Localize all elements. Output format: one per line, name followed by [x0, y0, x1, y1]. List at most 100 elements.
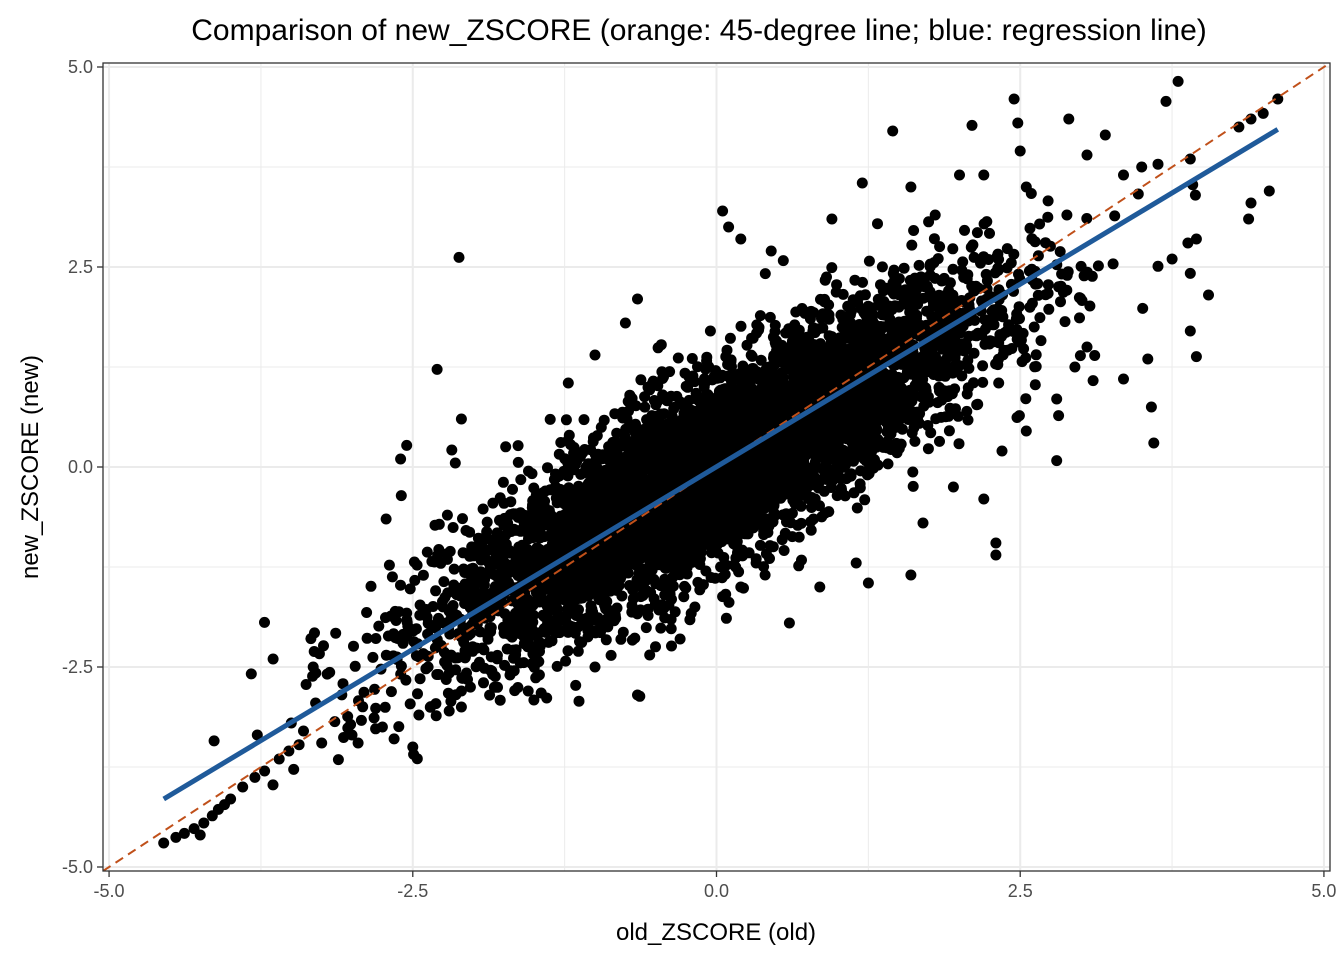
scatter-point [481, 516, 493, 528]
scatter-point [609, 408, 621, 420]
scatter-point [1001, 243, 1013, 255]
scatter-point [978, 218, 990, 230]
scatter-point [338, 732, 350, 743]
scatter-point [971, 227, 983, 239]
scatter-point [984, 227, 995, 239]
scatter-point [934, 435, 945, 447]
scatter-point [546, 635, 558, 647]
scatter-point [1026, 297, 1038, 309]
scatter-point [532, 670, 544, 681]
scatter-point [389, 605, 401, 617]
scatter-point [1054, 246, 1066, 258]
scatter-point [355, 714, 367, 726]
scatter-point [472, 532, 484, 544]
scatter-point [573, 695, 585, 707]
scatter-point [938, 272, 950, 284]
scatter-point [409, 574, 421, 586]
scatter-point [388, 733, 400, 745]
scatter-point [441, 659, 453, 671]
scatter-point [793, 560, 805, 572]
scatter-point [764, 540, 776, 552]
scatter-point [923, 216, 935, 228]
scatter-point [863, 255, 875, 267]
scatter-point [528, 694, 540, 706]
scatter-point [580, 508, 592, 520]
scatter-point [962, 414, 974, 426]
scatter-point [968, 251, 980, 263]
scatter-point [512, 682, 524, 693]
scatter-point [913, 259, 925, 271]
scatter-point [1030, 361, 1042, 372]
scatter-point [1042, 211, 1054, 223]
scatter-point [935, 411, 947, 423]
scatter-point [1043, 303, 1055, 315]
scatter-point [1016, 356, 1028, 368]
scatter-point [1005, 257, 1017, 269]
scatter-point [872, 218, 883, 230]
scatter-point [836, 484, 847, 496]
scatter-point [349, 660, 361, 672]
scatter-point [737, 360, 749, 372]
scatter-point [690, 387, 702, 399]
scatter-point [940, 353, 952, 365]
scatter-point [686, 353, 698, 364]
scatter-point [414, 673, 426, 685]
scatter-point [666, 640, 677, 652]
scatter-point [572, 645, 584, 657]
scatter-point [845, 468, 857, 480]
scatter-point [754, 539, 766, 551]
scatter-point [626, 634, 638, 646]
scatter-point [464, 681, 476, 693]
scatter-point [410, 650, 422, 662]
scatter-point [805, 524, 817, 536]
scatter-point [369, 683, 381, 695]
scatter-point [373, 620, 385, 632]
scatter-point [259, 616, 270, 628]
scatter-point [411, 559, 423, 571]
scatter-point [430, 710, 442, 722]
scatter-point [941, 342, 953, 354]
scatter-point [650, 641, 661, 653]
scatter-point [1092, 260, 1104, 272]
scatter-point [611, 602, 623, 614]
scatter-point [433, 544, 445, 555]
scatter-point [542, 462, 553, 474]
scatter-point [465, 563, 477, 575]
scatter-point [505, 496, 517, 508]
scatter-point [928, 257, 940, 269]
scatter-point [953, 438, 965, 450]
scatter-point [898, 262, 910, 274]
scatter-point [417, 569, 429, 581]
scatter-point [1017, 327, 1029, 339]
scatter-point [491, 653, 503, 665]
scatter-point [962, 355, 974, 366]
scatter-point [560, 414, 572, 426]
scatter-point [881, 426, 893, 438]
scatter-point [764, 553, 775, 564]
scatter-point [692, 576, 704, 588]
scatter-point [482, 588, 494, 600]
scatter-point [934, 241, 946, 253]
scatter-point [1042, 279, 1054, 291]
scatter-point [1032, 250, 1044, 262]
scatter-point [426, 556, 438, 567]
scatter-point [758, 561, 770, 573]
scatter-point [433, 612, 444, 624]
scatter-point [1035, 335, 1047, 347]
scatter-point [721, 344, 733, 356]
scatter-point [668, 403, 680, 415]
scatter-point [992, 262, 1004, 274]
scatter-point [448, 563, 460, 575]
scatter-point [492, 681, 503, 693]
scatter-point [1034, 218, 1046, 230]
scatter-point [661, 581, 673, 593]
scatter-point [808, 307, 820, 319]
scatter-point [917, 292, 929, 304]
scatter-point [809, 327, 821, 339]
scatter-point [808, 471, 820, 483]
scatter-point [695, 547, 707, 558]
scatter-point [655, 622, 667, 634]
scatter-point [1132, 188, 1144, 200]
scatter-point [655, 339, 667, 351]
scatter-point [932, 397, 944, 409]
